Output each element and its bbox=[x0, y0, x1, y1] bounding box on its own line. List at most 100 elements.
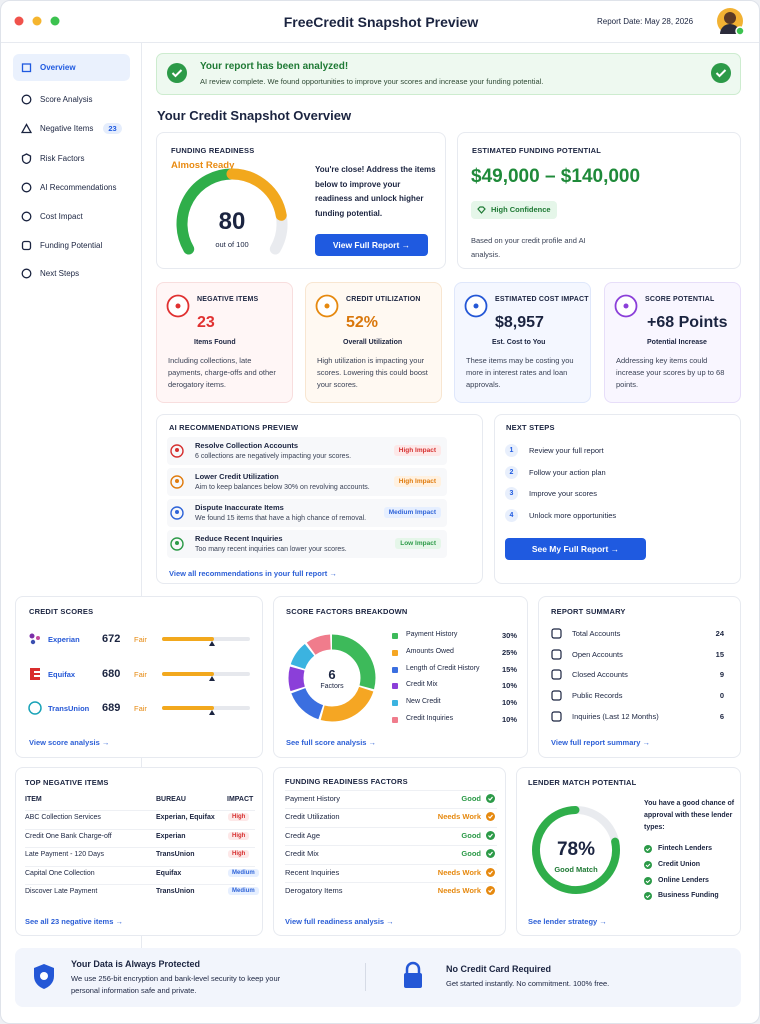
circle bbox=[170, 506, 184, 520]
stat-value: 52% bbox=[346, 314, 379, 331]
heading: NEGATIVE ITEMS bbox=[197, 296, 259, 303]
impact-badge: High bbox=[228, 813, 250, 821]
score-marker bbox=[209, 710, 215, 715]
nav-item[interactable]: Overview bbox=[13, 54, 130, 81]
circle bbox=[175, 479, 179, 483]
impact-badge: Medium bbox=[228, 887, 259, 895]
circle bbox=[644, 860, 652, 869]
nav-item[interactable]: Funding Potential bbox=[13, 232, 130, 259]
circle bbox=[711, 63, 731, 83]
nav-item[interactable]: Cost Impact bbox=[13, 203, 130, 230]
nav-label: Overview bbox=[40, 63, 76, 72]
stat-value: +68 Points bbox=[647, 314, 728, 331]
path bbox=[720, 24, 740, 34]
legend-swatch bbox=[392, 700, 398, 707]
rect bbox=[21, 63, 32, 73]
factor-value: 15% bbox=[501, 664, 517, 674]
report-summary-card: REPORT SUMMARY Total Accounts 24 Open Ac… bbox=[538, 596, 741, 758]
nav-item[interactable]: Risk Factors bbox=[13, 145, 130, 172]
column-header: ITEM bbox=[25, 796, 42, 803]
step-number: 1 bbox=[505, 444, 518, 457]
summary-icon bbox=[551, 669, 562, 680]
circle bbox=[644, 845, 652, 853]
rect bbox=[392, 649, 398, 656]
rec-title: Lower Credit Utilization bbox=[195, 472, 279, 481]
column-header: IMPACT bbox=[227, 796, 254, 803]
heading: FUNDING READINESS bbox=[171, 146, 255, 155]
readiness-text: You're close! Address the items below to… bbox=[315, 165, 436, 218]
nav-item[interactable]: Negative Items 23 bbox=[13, 115, 130, 142]
protected-text: We use 256-bit encryption and bank-level… bbox=[71, 974, 281, 995]
circle bbox=[735, 26, 745, 36]
circle bbox=[623, 303, 629, 309]
path bbox=[715, 69, 727, 78]
readiness-link[interactable]: View full readiness analysis → bbox=[285, 917, 394, 926]
credit-scores-card: CREDIT SCORES Experian 672 Fair Equifax … bbox=[15, 596, 263, 758]
view-report-button[interactable]: View Full Report → bbox=[315, 234, 428, 256]
footer-divider bbox=[365, 963, 366, 991]
row-divider bbox=[25, 847, 255, 848]
potential-text: Based on your credit profile and AI anal… bbox=[471, 236, 586, 259]
stat-card: CREDIT UTILIZATION 52% Overall Utilizati… bbox=[305, 282, 442, 403]
score-track bbox=[162, 671, 250, 676]
full-report-button[interactable]: See My Full Report → bbox=[505, 538, 646, 560]
status-icon bbox=[486, 849, 495, 859]
factor-status: Needs Work bbox=[437, 886, 481, 895]
path bbox=[645, 895, 651, 899]
window-controls bbox=[14, 16, 60, 26]
rec-icon bbox=[170, 537, 184, 551]
icon bbox=[21, 240, 32, 251]
banner-title: Your report has been analyzed! bbox=[200, 61, 349, 72]
row-divider bbox=[25, 810, 255, 811]
recommendations-link[interactable]: View all recommendations in your full re… bbox=[169, 569, 337, 578]
circle bbox=[40, 972, 48, 980]
donut-center-label: Factors bbox=[320, 683, 344, 690]
path bbox=[488, 833, 493, 838]
nav-item[interactable]: Score Analysis bbox=[13, 86, 130, 113]
legend-swatch bbox=[392, 683, 398, 690]
icon bbox=[21, 123, 32, 134]
score-analysis-link[interactable]: View score analysis → bbox=[29, 738, 110, 747]
check-icon bbox=[644, 876, 652, 885]
factor-label: Recent Inquiries bbox=[285, 867, 340, 877]
bureau-score: 689 bbox=[102, 702, 121, 714]
heading: CREDIT SCORES bbox=[29, 607, 94, 616]
step-text: Improve your scores bbox=[529, 489, 597, 498]
stat-icon bbox=[166, 294, 190, 318]
score-fill bbox=[162, 637, 214, 641]
rec-text: Too many recent inquiries can lower your… bbox=[195, 546, 347, 553]
nav-item[interactable]: AI Recommendations bbox=[13, 174, 130, 201]
donut-segment bbox=[288, 634, 376, 722]
path bbox=[488, 796, 493, 801]
check-icon bbox=[167, 63, 187, 83]
step-text: Unlock more opportunities bbox=[529, 510, 617, 520]
report-summary-link[interactable]: View full report summary → bbox=[551, 738, 651, 747]
heading: LENDER MATCH POTENTIAL bbox=[528, 778, 637, 787]
path bbox=[21, 153, 32, 164]
rec-icon bbox=[170, 475, 184, 489]
status-icon bbox=[486, 886, 495, 895]
score-factors-link[interactable]: See full score analysis → bbox=[286, 738, 377, 747]
stat-card: ESTIMATED COST IMPACT $8,957 Est. Cost t… bbox=[454, 282, 591, 403]
icon bbox=[21, 94, 32, 105]
path bbox=[645, 863, 651, 868]
factor-value: 25% bbox=[501, 647, 517, 657]
heading: SCORE FACTORS BREAKDOWN bbox=[286, 607, 408, 616]
circle bbox=[167, 63, 187, 83]
status-icon bbox=[486, 867, 495, 877]
step-text: Follow your action plan bbox=[529, 467, 606, 477]
stat-icon bbox=[614, 294, 638, 318]
score-factors-card: SCORE FACTORS BREAKDOWN 6 Factors Paymen… bbox=[273, 596, 528, 758]
lender-strategy-link[interactable]: See lender strategy → bbox=[528, 917, 607, 926]
heading: TOP NEGATIVE ITEMS bbox=[25, 778, 109, 787]
lender-match-caption: Good Match bbox=[554, 865, 598, 874]
nav-item[interactable]: Next Steps bbox=[13, 260, 130, 287]
funding-potential-card: ESTIMATED FUNDING POTENTIAL $49,000 – $1… bbox=[457, 132, 741, 269]
rec-text: Aim to keep balances below 30% on revolv… bbox=[195, 484, 370, 491]
negative-items-link[interactable]: See all 23 negative items → bbox=[25, 917, 123, 926]
row-divider bbox=[285, 882, 497, 883]
donut-segment bbox=[288, 634, 376, 722]
factor-value: 10% bbox=[501, 698, 517, 708]
summary-icon bbox=[551, 649, 562, 660]
